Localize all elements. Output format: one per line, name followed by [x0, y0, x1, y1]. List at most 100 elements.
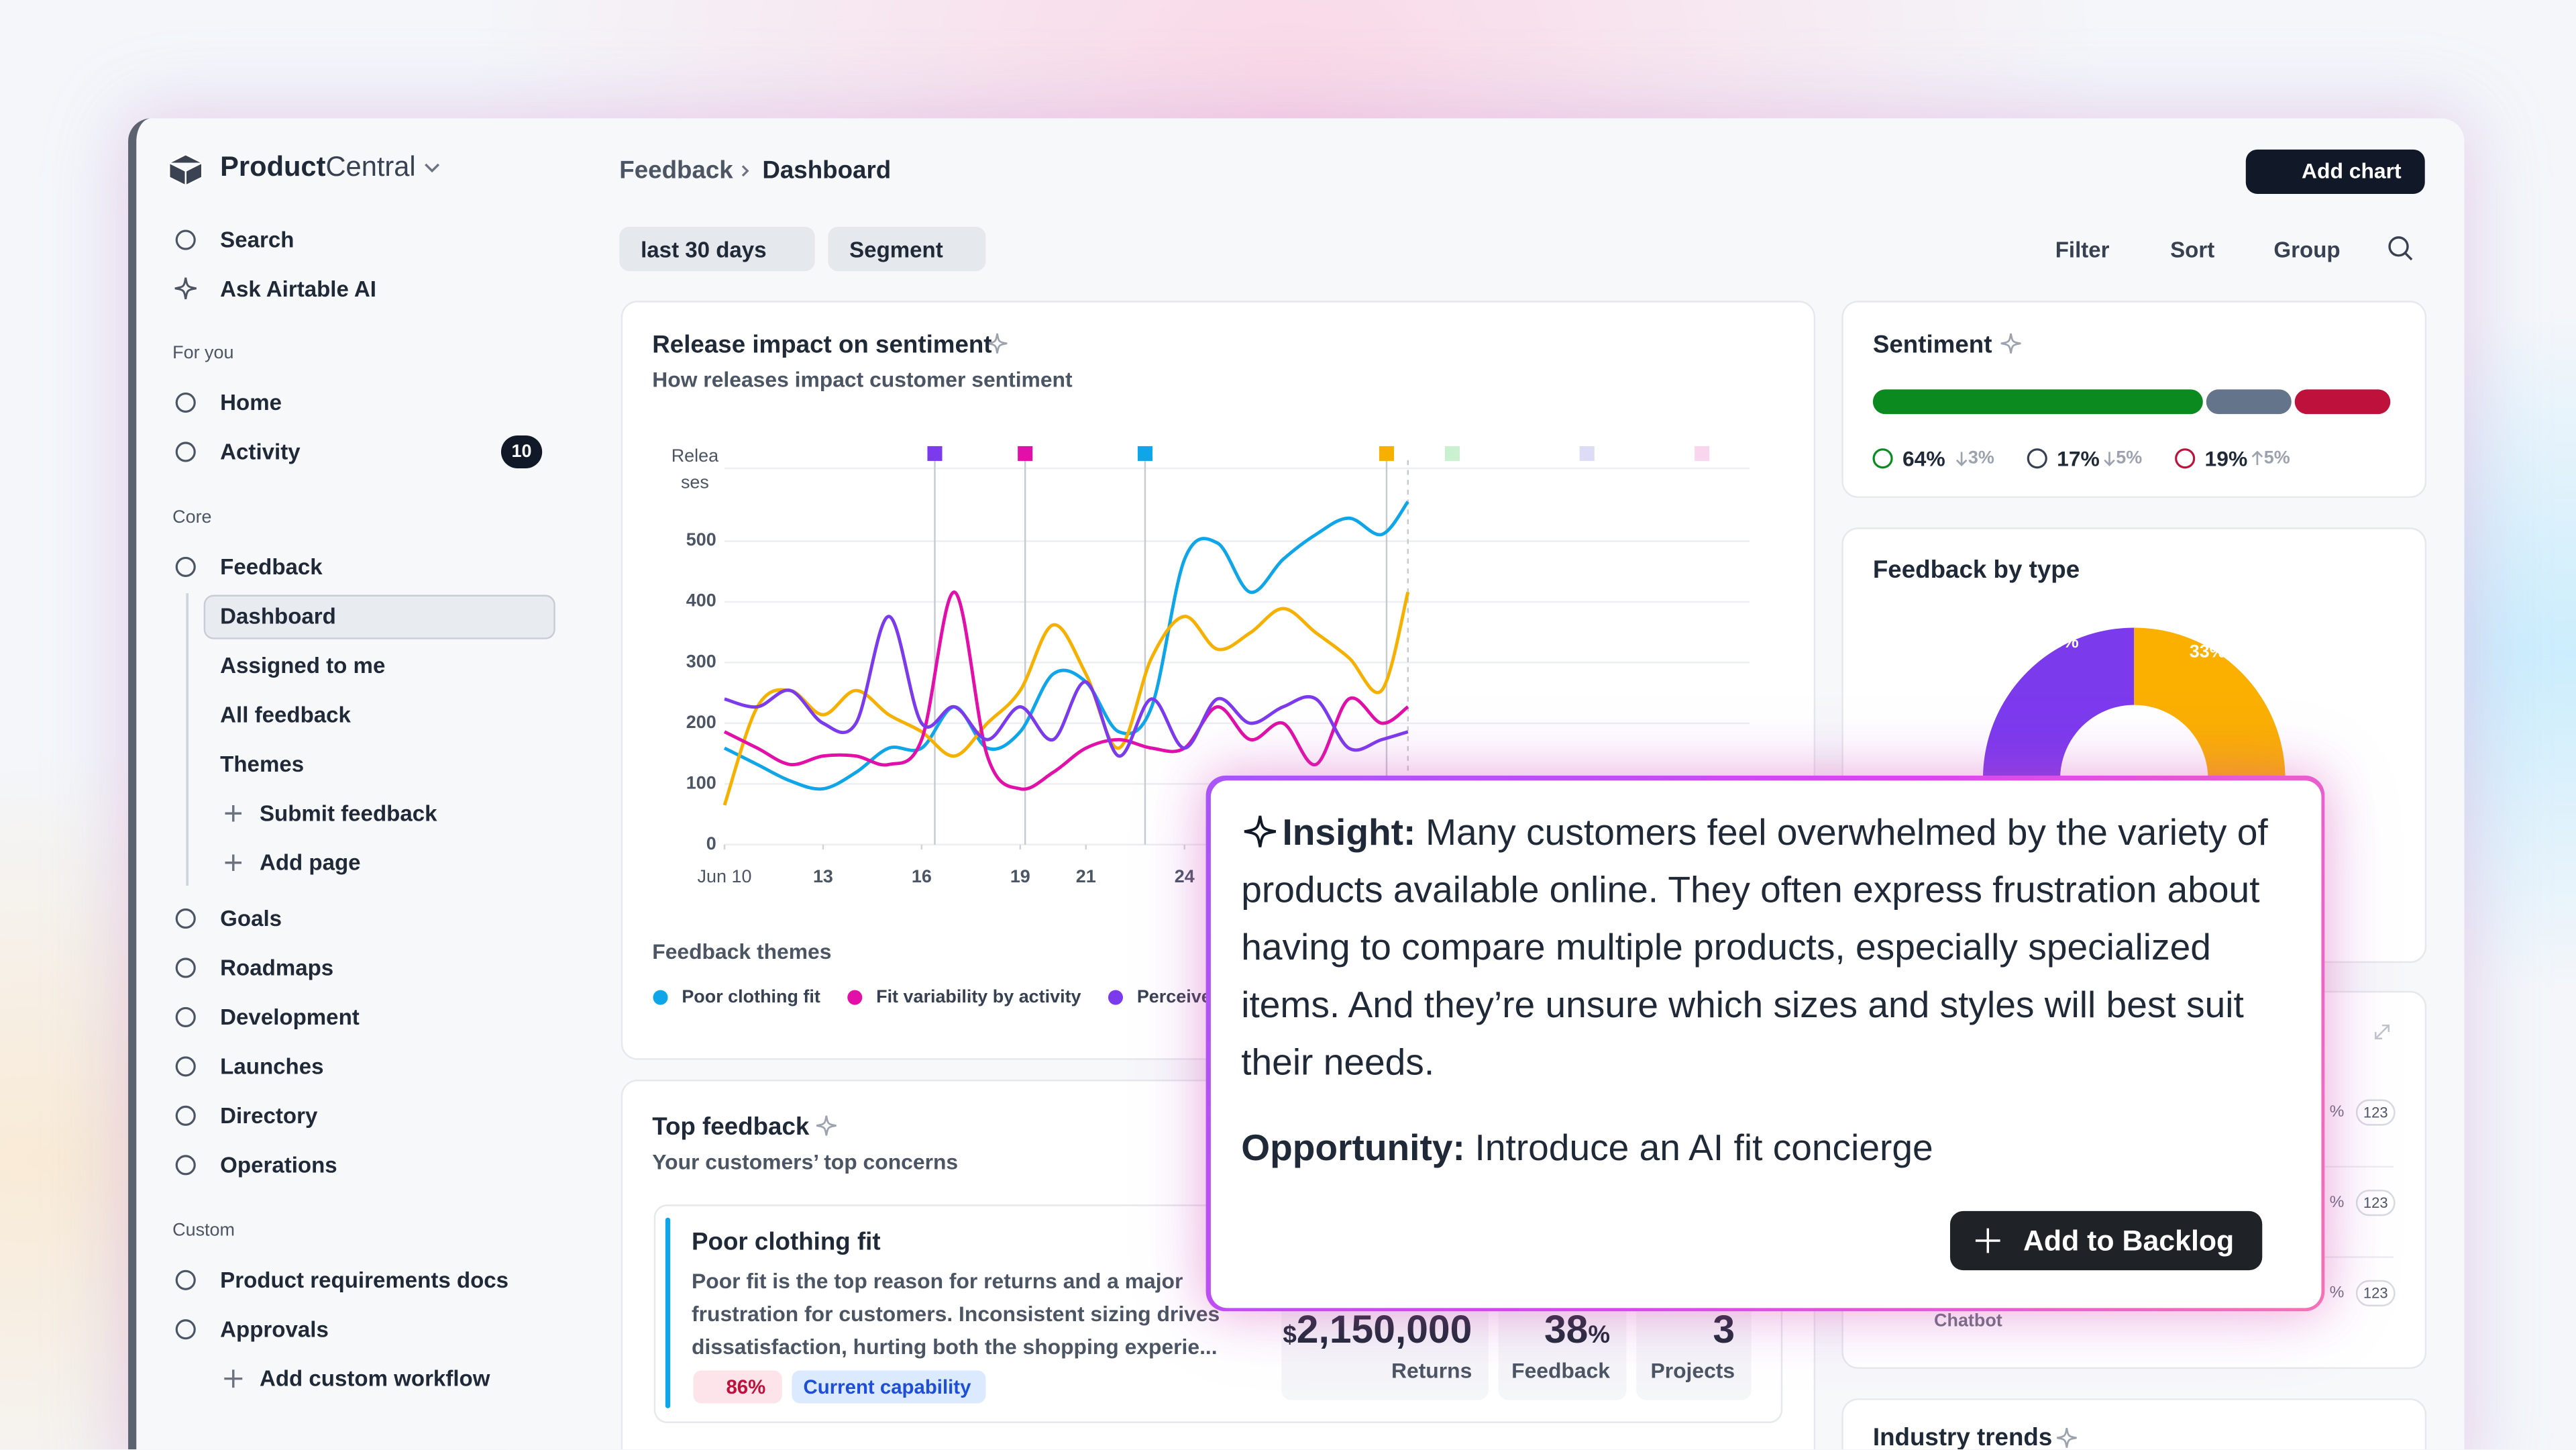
filter-label[interactable]: last 30 days	[641, 236, 767, 262]
change-arrow	[2251, 450, 2263, 466]
donut-label: 33%	[2042, 633, 2079, 654]
nav-subitem[interactable]: Assigned to me	[220, 653, 386, 678]
tag	[693, 1370, 782, 1404]
face-icon	[2175, 448, 2196, 469]
sentiment-change: 5%	[2116, 448, 2143, 468]
toolbar-item[interactable]: Sort	[2170, 236, 2215, 262]
accent-bar	[665, 1217, 671, 1408]
legend-label: Poor clothing fit	[682, 987, 820, 1008]
nav-item[interactable]: Product requirements docs	[220, 1267, 509, 1293]
legend-title: Feedback themes	[652, 939, 832, 964]
filter-pill[interactable]	[828, 226, 986, 272]
tag	[792, 1370, 986, 1404]
sparkle-icon	[816, 1115, 837, 1136]
release-marker	[1444, 446, 1460, 461]
nav-item[interactable]: Ask Airtable AI	[220, 276, 376, 301]
nav-subitem[interactable]: Dashboard	[220, 604, 336, 629]
nav-item[interactable]: Goals	[220, 906, 282, 931]
button-label[interactable]: Add chart	[2302, 158, 2402, 184]
sentiment-change: 5%	[2263, 448, 2290, 468]
nav-item[interactable]: Development	[220, 1004, 360, 1030]
sentiment-segment	[2294, 389, 2391, 415]
count-pill	[2355, 1280, 2396, 1306]
nav-item[interactable]: Home	[220, 390, 282, 415]
sparkle-icon	[2056, 1427, 2077, 1448]
insight-body: Insight: Many customers feel overwhelmed …	[1210, 780, 2321, 1308]
stat-number: 2,150,000	[1296, 1308, 1472, 1353]
sparkle-path	[1243, 815, 1275, 847]
nav-icon	[175, 908, 196, 929]
brand-light: Central	[325, 151, 416, 183]
brand: ProductCentral	[220, 151, 416, 184]
badge-bg	[500, 435, 543, 468]
toolbar-item[interactable]: Filter	[2055, 236, 2110, 262]
filter-pill[interactable]	[619, 226, 815, 272]
nav-item[interactable]: Activity	[220, 439, 301, 464]
breadcrumb: Feedback	[619, 156, 733, 185]
nav-item[interactable]: Add custom workflow	[259, 1366, 490, 1392]
x-tick-label: 21	[1075, 868, 1096, 888]
button-label[interactable]: Add to Backlog	[2023, 1223, 2235, 1257]
sentiment-value: 17%	[2057, 446, 2100, 471]
nav-item[interactable]: Roadmaps	[220, 955, 334, 980]
breadcrumb: Dashboard	[762, 156, 892, 185]
nav-subitem[interactable]: Themes	[220, 752, 305, 777]
stat-box	[1281, 1294, 1489, 1400]
brand-bold: Product	[220, 151, 326, 183]
nav-item[interactable]: Operations	[220, 1152, 337, 1178]
nav-icon	[175, 1056, 196, 1077]
card-title: Sentiment	[1872, 331, 1992, 360]
card-title: Top feedback	[652, 1113, 810, 1141]
release-marker	[1018, 446, 1033, 461]
series-line	[723, 590, 1409, 791]
row-pct: %	[2329, 1284, 2345, 1302]
y-tick-label: 400	[686, 592, 716, 612]
add-to-backlog-button[interactable]: Add to Backlog	[1949, 1210, 2262, 1270]
opportunity-text: Introduce an AI fit concierge	[1474, 1126, 1933, 1168]
release-marker	[927, 446, 943, 461]
x-tick-label: 16	[911, 868, 932, 888]
legend-label: Fit variability by activity	[876, 987, 1081, 1008]
chevron	[425, 163, 440, 173]
toolbar-item[interactable]: Group	[2273, 236, 2341, 262]
item-title: Poor clothing fit	[692, 1228, 881, 1257]
nav-icon	[175, 1006, 196, 1027]
y-tick-label: 200	[686, 713, 716, 733]
nav-icon	[175, 957, 196, 978]
nav-item[interactable]: Launches	[220, 1054, 324, 1079]
x-tick-label: 19	[1010, 868, 1030, 888]
stat-value: $2,150,000	[1283, 1308, 1472, 1354]
nav-subitem[interactable]: Add page	[259, 850, 361, 876]
tag-label: 86%	[726, 1375, 766, 1399]
row-label: Chatbot	[1934, 1311, 2002, 1331]
release-marker	[1695, 446, 1710, 461]
row-count: 123	[2363, 1285, 2388, 1302]
add-chart-button[interactable]	[2245, 149, 2425, 194]
logo	[168, 153, 203, 187]
face-icon	[2027, 448, 2047, 469]
filter-label[interactable]: Segment	[849, 236, 943, 262]
section-title: Core	[172, 507, 212, 528]
row-count: 123	[2363, 1194, 2388, 1211]
nav-subitem[interactable]: Submit feedback	[259, 800, 437, 826]
nav-item[interactable]: Feedback	[220, 554, 323, 580]
stat-suffix: %	[1588, 1320, 1611, 1349]
breadcrumb-sep	[741, 165, 749, 177]
sparkle-icon	[174, 277, 197, 299]
nav-subitem[interactable]: All feedback	[220, 702, 351, 727]
tag-label: Current capability	[803, 1375, 971, 1399]
change-arrow	[2104, 452, 2115, 466]
release-marker	[1379, 446, 1394, 461]
section-title: For you	[172, 343, 234, 364]
stat-value: 3	[1713, 1308, 1735, 1354]
card-title: Industry trends	[1872, 1424, 2053, 1450]
sentiment-value: 64%	[1902, 446, 1945, 471]
plus-icon	[1974, 1227, 2000, 1253]
y-axis-label: Releases	[671, 447, 719, 493]
nav-item[interactable]: Search	[220, 227, 294, 252]
nav-item[interactable]: Approvals	[220, 1316, 329, 1342]
nav-item[interactable]: Directory	[220, 1103, 318, 1129]
insight-text: Insight: Many customers feel overwhelmed …	[1241, 802, 2288, 1090]
insight-popup: Insight: Many customers feel overwhelmed …	[1205, 775, 2325, 1312]
legend-swatch	[847, 990, 863, 1005]
